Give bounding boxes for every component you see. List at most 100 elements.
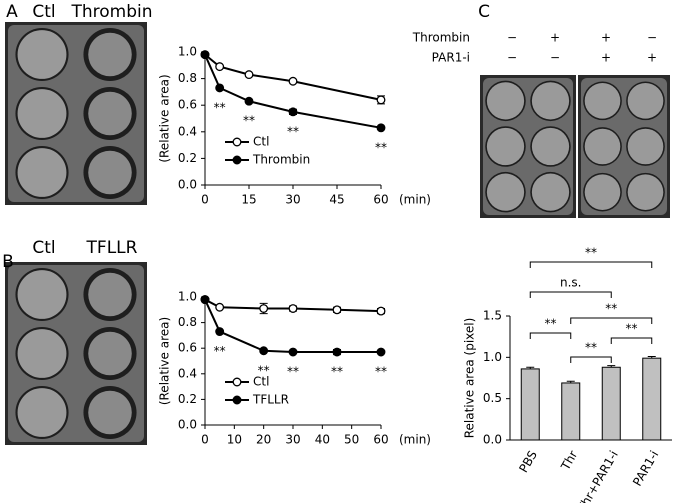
x-axis-label: (min) — [399, 433, 431, 447]
x-tick-label: 15 — [241, 193, 256, 207]
bracket — [529, 332, 572, 339]
significance: ** — [585, 246, 597, 260]
error-bar — [526, 366, 535, 369]
marker — [259, 304, 269, 313]
error-bar — [647, 356, 656, 359]
bracket — [529, 261, 653, 268]
bracket — [610, 337, 653, 344]
y-tick-label: 1.0 — [483, 350, 502, 364]
gel — [584, 128, 621, 165]
y-axis-label: Relative area (pixel) — [463, 318, 477, 439]
gel — [531, 82, 570, 120]
x-tick-label: PAR1-i — [630, 448, 661, 488]
bar — [561, 382, 581, 441]
gel — [531, 173, 570, 211]
significance: ** — [258, 363, 270, 377]
gel — [531, 127, 570, 166]
x-tick-label: 45 — [329, 193, 344, 207]
marker — [288, 347, 298, 357]
x-tick-label: 60 — [373, 193, 388, 207]
y-tick-label: 1.5 — [483, 309, 502, 323]
marker — [200, 295, 210, 305]
y-tick-label: 1.0 — [178, 290, 197, 304]
photos — [5, 22, 670, 445]
significance: ** — [331, 365, 343, 379]
gel — [584, 83, 621, 119]
x-tick-label: PBS — [516, 448, 540, 475]
treatment-sign: − — [507, 51, 517, 65]
series-line — [204, 54, 382, 129]
marker — [288, 304, 298, 313]
marker — [288, 107, 298, 117]
y-tick-label: 0.6 — [178, 98, 197, 112]
y-tick-label: 0.0 — [178, 178, 197, 192]
y-tick-label: 0.0 — [483, 433, 502, 447]
significance: ** — [287, 365, 299, 379]
x-tick-label: 30 — [285, 193, 300, 207]
bar — [520, 368, 540, 441]
treatment-name: PAR1-i — [432, 51, 470, 65]
legend-label: TFLLR — [252, 393, 289, 407]
error-bar — [566, 380, 575, 383]
marker — [288, 76, 298, 86]
marker — [332, 305, 342, 315]
y-tick-label: 0.8 — [178, 71, 197, 85]
legend-marker — [232, 377, 242, 387]
x-tick-label: 50 — [344, 433, 359, 447]
marker — [376, 95, 386, 105]
gel — [17, 89, 67, 138]
y-tick-label: 0.2 — [178, 151, 197, 165]
treatment-sign: + — [601, 51, 611, 65]
gel — [17, 30, 67, 79]
significance: ** — [243, 114, 255, 128]
y-tick-label: 1.0 — [178, 45, 197, 59]
significance: ** — [287, 124, 299, 138]
x-tick-label: 0 — [201, 193, 209, 207]
y-tick-label: 0.8 — [178, 315, 197, 329]
gel — [88, 331, 132, 376]
y-tick-label: 0.0 — [178, 418, 197, 432]
gel — [17, 148, 67, 197]
y-tick-label: 0.5 — [483, 391, 502, 405]
series-line — [204, 299, 381, 354]
gel — [88, 272, 132, 317]
marker — [215, 302, 225, 312]
y-tick-label: 0.4 — [178, 366, 197, 380]
y-axis-label: (Relative area) — [158, 317, 172, 405]
legend-label: Ctl — [253, 375, 269, 389]
marker — [259, 346, 269, 356]
bar — [642, 357, 662, 441]
legend-marker — [232, 155, 242, 165]
treatment-sign: − — [507, 31, 517, 45]
gel — [88, 91, 132, 136]
photo-label: TFLLR — [86, 238, 138, 258]
gel — [17, 329, 67, 378]
gel — [486, 82, 525, 120]
significance: ** — [214, 344, 226, 358]
marker — [244, 70, 254, 80]
bar — [601, 366, 621, 441]
bracket — [570, 356, 612, 363]
marker — [200, 50, 210, 60]
x-tick-label: 40 — [315, 433, 330, 447]
error-bar — [607, 365, 616, 368]
marker — [376, 123, 386, 133]
gel — [627, 128, 664, 165]
treatment-sign: + — [647, 51, 657, 65]
significance: ** — [375, 140, 387, 154]
gel — [486, 127, 525, 166]
gel — [486, 173, 525, 211]
y-tick-label: 0.6 — [178, 341, 197, 355]
treatment-sign: + — [601, 31, 611, 45]
treatment-name: Thrombin — [412, 31, 470, 45]
photo-label: Thrombin — [70, 2, 152, 22]
marker — [215, 62, 225, 72]
legend-label: Ctl — [253, 135, 269, 149]
y-tick-label: 0.4 — [178, 124, 197, 138]
x-tick-label: Thr+PAR1-i — [574, 448, 621, 503]
legend-marker — [232, 137, 242, 147]
significance: ** — [375, 365, 387, 379]
treatment-sign: + — [550, 31, 560, 45]
bracket — [529, 291, 612, 298]
